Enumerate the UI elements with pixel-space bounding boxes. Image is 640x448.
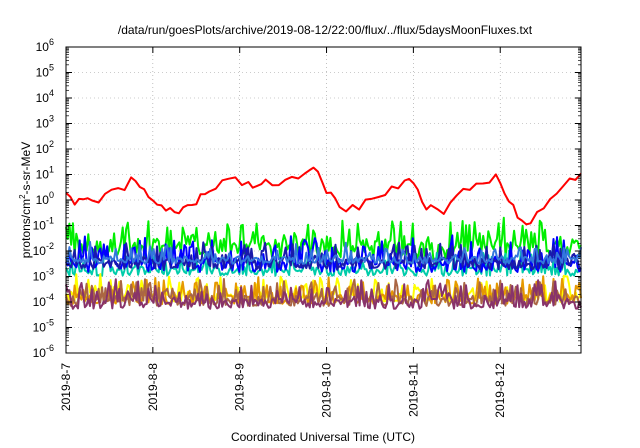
y-tick-label: 103: [36, 114, 54, 131]
x-axis: 2019-8-7 2019-8-8 2019-8-9 2019-8-10 2019-8-…: [59, 47, 507, 418]
x-tick-label: 2019-8-8: [146, 363, 160, 411]
series-line: [65, 278, 582, 310]
y-tick-label: 100: [36, 190, 54, 207]
chart-title: /data/run/goesPlots/archive/2019-08-12/2…: [118, 23, 533, 37]
series-layer: [65, 166, 582, 310]
x-tick-label: 2019-8-10: [320, 363, 334, 418]
y-axis: 10-6 10-5 10-4 10-3 10-2 10-1 100 101 102 103 104 1…: [33, 37, 581, 360]
y-tick-label: 10-6: [33, 343, 54, 360]
y-tick-label: 102: [36, 139, 54, 156]
y-tick-label: 10-2: [33, 241, 54, 258]
y-axis-label: protons/cm2-s-sr-MeV: [18, 142, 33, 258]
y-tick-label: 10-3: [33, 267, 54, 284]
x-axis-label: Coordinated Universal Time (UTC): [231, 430, 415, 444]
x-tick-label: 2019-8-11: [406, 363, 420, 417]
x-tick-label: 2019-8-7: [59, 363, 73, 411]
series-line: [65, 166, 582, 226]
y-tick-label: 105: [36, 63, 54, 80]
series-line: [65, 216, 582, 261]
y-tick-label: 101: [36, 165, 54, 182]
y-tick-label: 104: [36, 88, 54, 105]
y-tick-label: 10-1: [33, 216, 54, 233]
y-tick-label: 106: [36, 37, 54, 54]
x-tick-label: 2019-8-12: [493, 363, 507, 418]
x-tick-label: 2019-8-9: [233, 363, 247, 411]
series-line: [65, 240, 582, 265]
y-tick-label: 10-5: [33, 318, 54, 335]
y-tick-label: 10-4: [33, 292, 54, 309]
